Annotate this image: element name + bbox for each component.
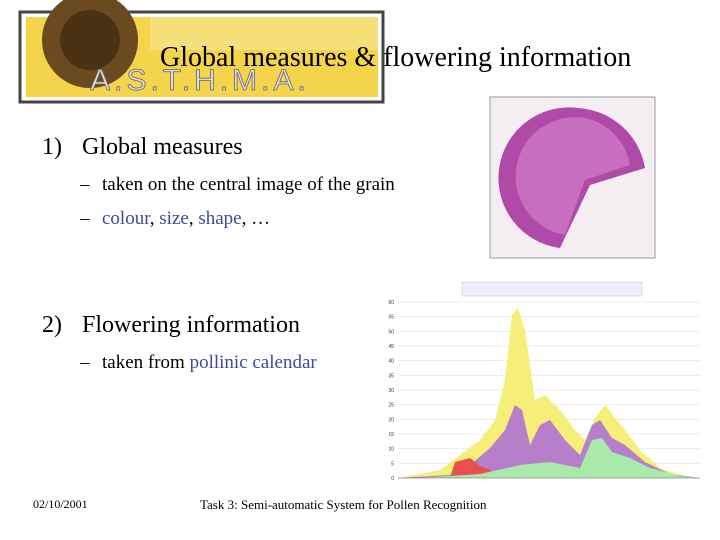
area-green bbox=[420, 438, 700, 478]
section-heading: 1) Global measures bbox=[42, 134, 243, 161]
sub-item: – taken from pollinic calendar bbox=[80, 352, 317, 374]
section-heading: 2) Flowering information bbox=[42, 312, 300, 339]
y-tick-label: 20 bbox=[388, 417, 394, 423]
text-segment: , bbox=[188, 208, 199, 229]
highlight-text: colour bbox=[102, 208, 150, 229]
text-segment: taken on the central image of the grain bbox=[102, 174, 395, 195]
y-tick-label: 10 bbox=[388, 447, 394, 453]
sub-item: – taken on the central image of the grain bbox=[80, 174, 395, 196]
section-title: Flowering information bbox=[82, 312, 300, 338]
y-tick-label: 25 bbox=[388, 403, 394, 409]
y-tick-label: 55 bbox=[388, 315, 394, 321]
y-tick-label: 50 bbox=[388, 329, 394, 335]
sub-item: – colour, size, shape, … bbox=[80, 208, 270, 230]
y-tick-label: 0 bbox=[391, 476, 394, 482]
pollen-inner bbox=[515, 117, 630, 235]
footer-text: Task 3: Semi-automatic System for Pollen… bbox=[200, 497, 487, 512]
y-tick-label: 5 bbox=[391, 461, 394, 467]
section-number: 1) bbox=[42, 134, 62, 160]
dash-marker: – bbox=[80, 208, 90, 229]
text-segment: , bbox=[149, 208, 160, 229]
petals bbox=[150, 17, 378, 50]
footer-date: 02/10/2001 bbox=[33, 497, 88, 511]
section-number: 2) bbox=[42, 312, 62, 338]
y-tick-label: 30 bbox=[388, 388, 394, 394]
highlight-text: size bbox=[159, 208, 189, 229]
y-tick-label: 35 bbox=[388, 373, 394, 379]
y-tick-label: 40 bbox=[388, 359, 394, 365]
logo-text: A.S.T.H.M.A. bbox=[90, 64, 310, 97]
highlight-text: pollinic calendar bbox=[189, 352, 317, 373]
y-tick-label: 60 bbox=[388, 300, 394, 306]
text-segment: taken from bbox=[102, 352, 190, 373]
logo-frame bbox=[18, 10, 385, 104]
dash-marker: – bbox=[80, 174, 90, 195]
chart-legend bbox=[461, 281, 643, 297]
y-tick-label: 45 bbox=[388, 344, 394, 350]
slide-title: Global measures & flowering information bbox=[160, 42, 632, 73]
dash-marker: – bbox=[80, 352, 90, 373]
sunflower-core bbox=[60, 10, 120, 70]
text-segment: , … bbox=[241, 208, 271, 229]
highlight-text: shape bbox=[198, 208, 242, 229]
y-tick-label: 15 bbox=[388, 432, 394, 438]
area-yellow bbox=[398, 308, 700, 478]
section-title: Global measures bbox=[82, 134, 243, 160]
